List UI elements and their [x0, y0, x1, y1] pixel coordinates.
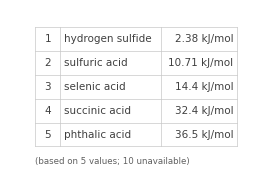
Text: succinic acid: succinic acid [64, 106, 131, 116]
Text: hydrogen sulfide: hydrogen sulfide [64, 34, 152, 44]
Text: selenic acid: selenic acid [64, 82, 126, 92]
Text: 14.4 kJ/mol: 14.4 kJ/mol [174, 82, 233, 92]
Text: (based on 5 values; 10 unavailable): (based on 5 values; 10 unavailable) [35, 157, 190, 166]
Text: sulfuric acid: sulfuric acid [64, 58, 128, 68]
Text: 1: 1 [44, 34, 51, 44]
Text: 3: 3 [44, 82, 51, 92]
Text: 4: 4 [44, 106, 51, 116]
Text: 32.4 kJ/mol: 32.4 kJ/mol [174, 106, 233, 116]
Text: 10.71 kJ/mol: 10.71 kJ/mol [168, 58, 233, 68]
Text: 2.38 kJ/mol: 2.38 kJ/mol [174, 34, 233, 44]
Text: 2: 2 [44, 58, 51, 68]
Text: 36.5 kJ/mol: 36.5 kJ/mol [174, 129, 233, 140]
Text: 5: 5 [44, 129, 51, 140]
Text: phthalic acid: phthalic acid [64, 129, 131, 140]
